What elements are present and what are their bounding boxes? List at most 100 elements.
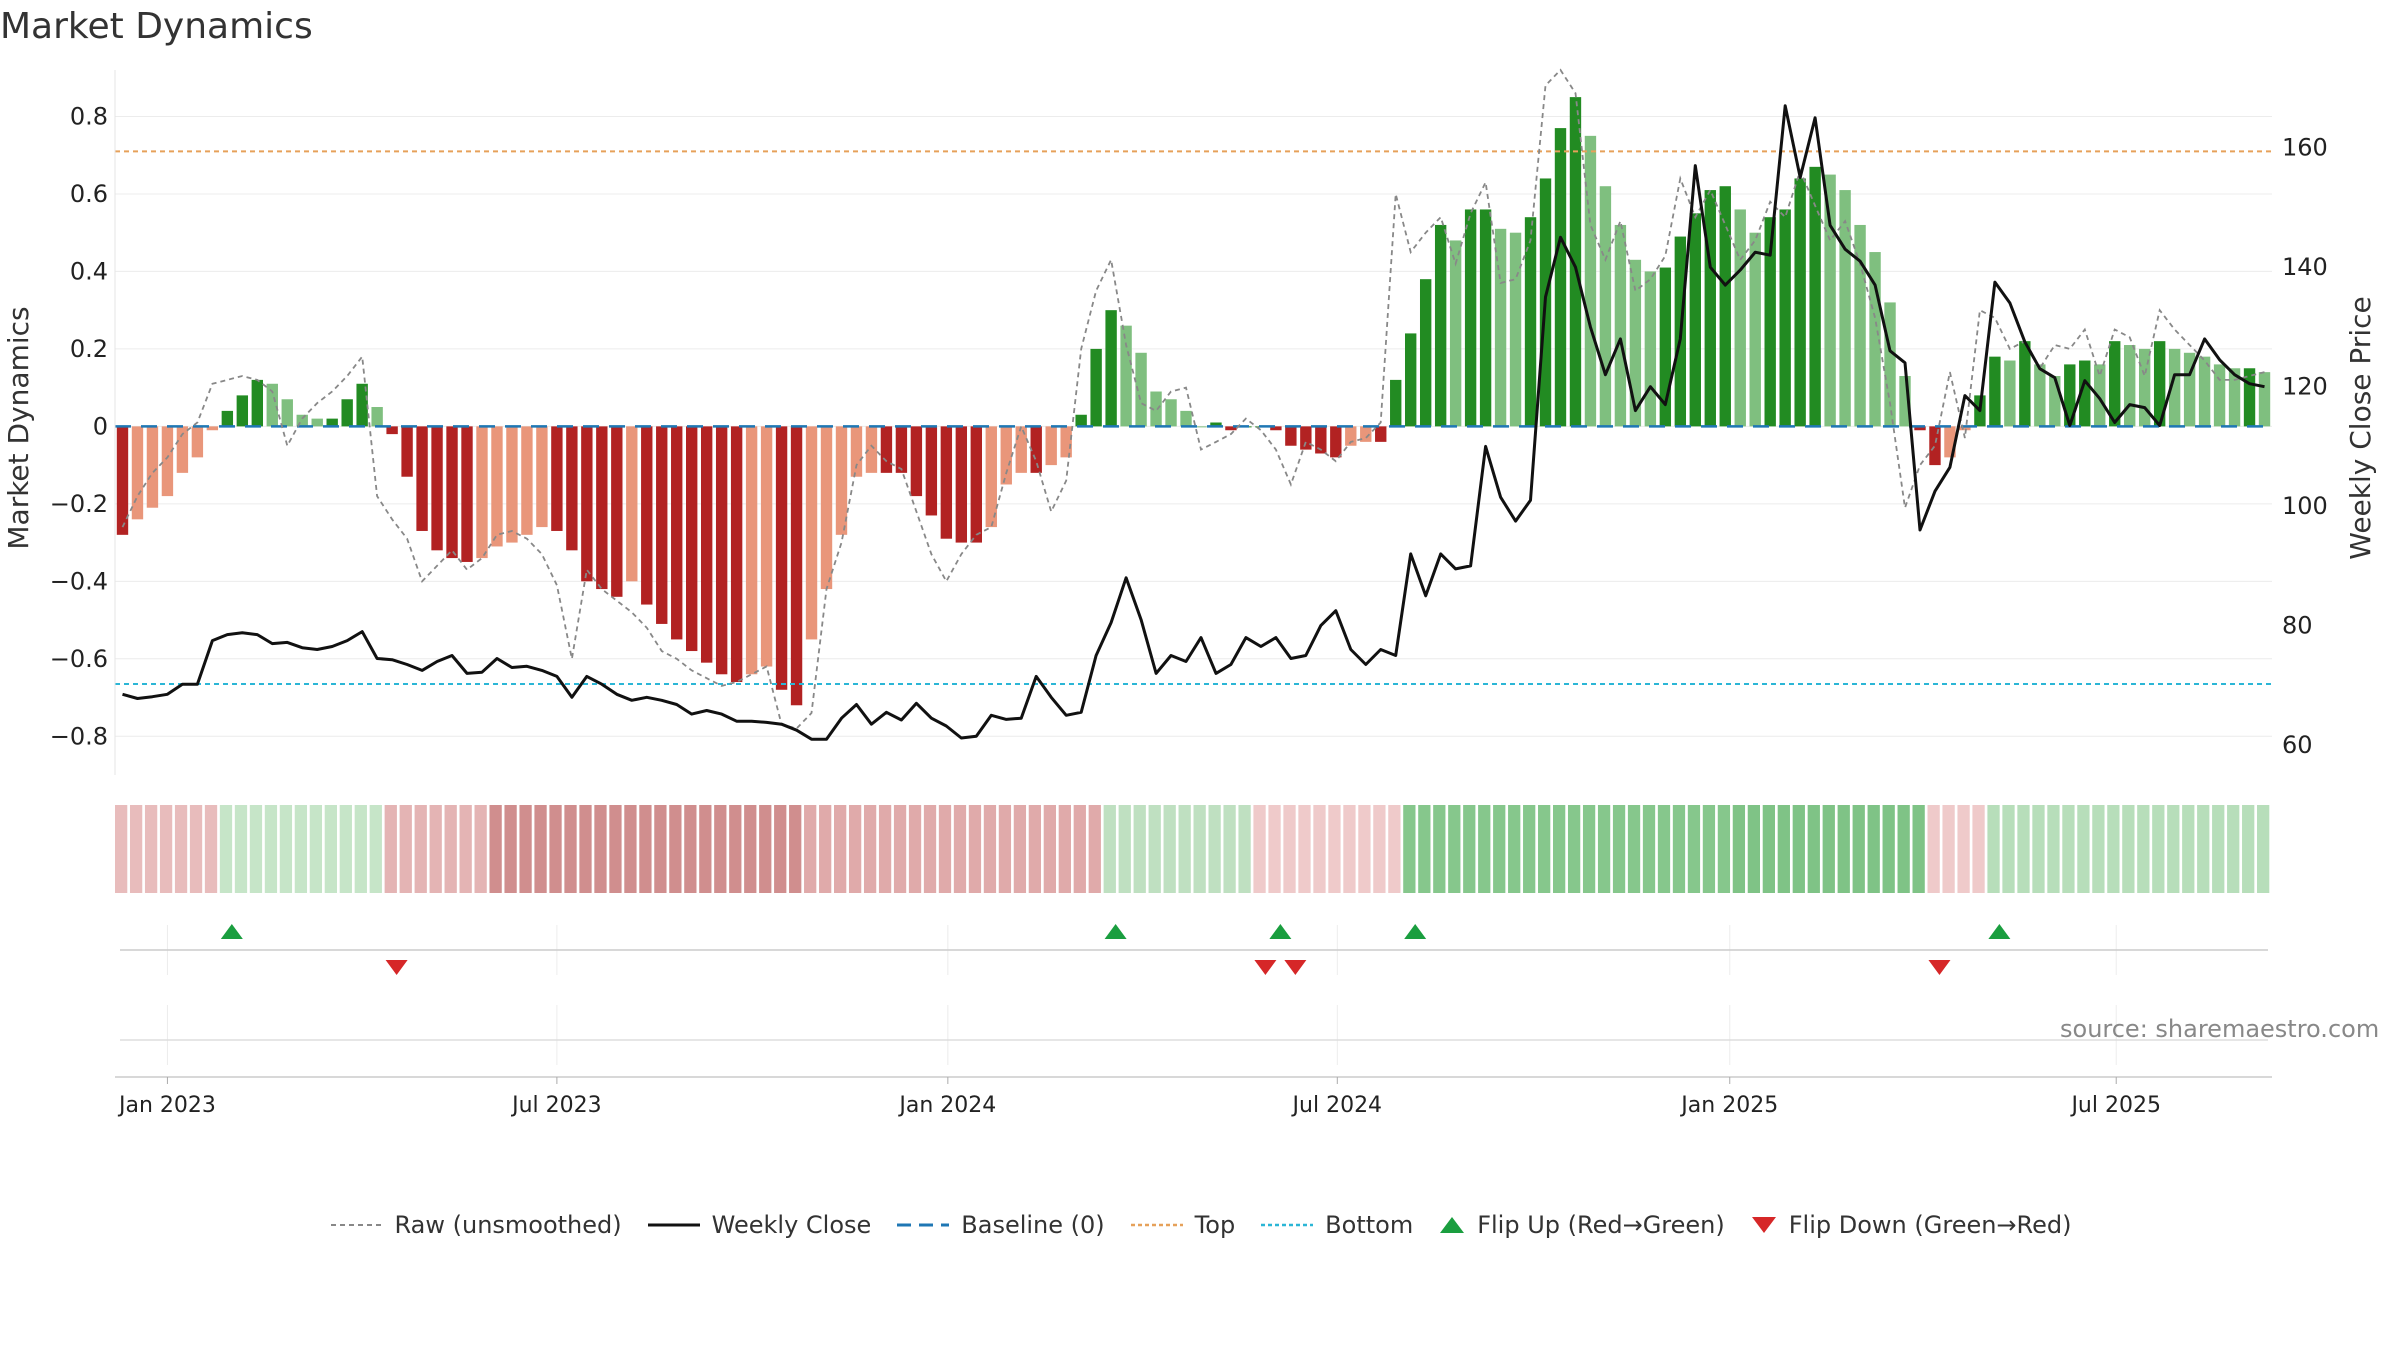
market-dynamics-bar <box>671 426 683 640</box>
market-dynamics-bar <box>191 426 204 458</box>
legend-label-bottom: Bottom <box>1325 1211 1414 1239</box>
regime-strip-cell <box>2122 805 2135 893</box>
regime-strip-cell <box>2107 805 2120 893</box>
regime-strip-cell <box>189 805 203 893</box>
axes-layer: 0.8 0.6 0.4 0.2 0 −0.2 −0.4 −0.6 −0.8 160 140 120 10… <box>2 70 2377 1118</box>
x-tick-label: Jul 2025 <box>2069 1093 2161 1118</box>
regime-strip-cell <box>339 805 352 893</box>
regime-strip-cell <box>1672 805 1686 893</box>
regime-strip-cell <box>699 805 712 893</box>
regime-strip-cell <box>893 805 907 893</box>
market-dynamics-bar <box>1285 426 1297 446</box>
market-dynamics-bar <box>730 426 743 683</box>
regime-strip-cell <box>848 805 862 893</box>
regime-strip-cell <box>1223 805 1236 893</box>
legend-label-raw: Raw (unsmoothed) <box>394 1211 622 1239</box>
regime-strip-cell <box>953 805 967 893</box>
regime-strip-cell <box>1088 805 1101 893</box>
market-dynamics-bar <box>1479 209 1492 427</box>
regime-strip-cell <box>1403 805 1416 893</box>
market-dynamics-bar <box>2228 368 2241 427</box>
market-dynamics-bar <box>1090 348 1102 427</box>
regime-strip-cell <box>549 805 562 893</box>
regime-strip-cell <box>399 805 412 893</box>
regime-strip-cell <box>2032 805 2045 893</box>
left-tick-label: −0.6 <box>50 645 108 673</box>
right-axis-title: Weekly Close Price <box>2344 296 2377 559</box>
flip-down-marker <box>1254 960 1277 975</box>
regime-strip-cell <box>1567 805 1581 893</box>
legend-flip-up-icon <box>1440 1217 1465 1233</box>
x-tick-label: Jan 2024 <box>897 1093 996 1118</box>
legend-label-flipup: Flip Up (Red→Green) <box>1477 1211 1725 1239</box>
right-tick-label: 60 <box>2282 731 2313 759</box>
lines-layer <box>115 68 2272 741</box>
market-dynamics-bar <box>2124 345 2136 427</box>
regime-strip-cell <box>639 805 652 893</box>
market-dynamics-bar <box>700 426 713 663</box>
regime-strip-cell <box>1882 805 1895 893</box>
market-dynamics-bar <box>1390 379 1402 427</box>
regime-strip-cell <box>504 805 517 893</box>
regime-strip-cell <box>923 805 937 893</box>
market-dynamics-bar <box>2213 364 2226 427</box>
market-dynamics-bar <box>476 426 488 559</box>
legend-close-line-icon <box>647 1223 700 1227</box>
regime-strip-cell <box>684 805 697 893</box>
regime-strip-cell <box>863 805 877 893</box>
market-dynamics-bar <box>2153 341 2166 427</box>
legend-item-flipup: Flip Up (Red→Green) <box>1437 1211 1725 1239</box>
market-dynamics-bar <box>221 410 234 427</box>
regime-strip-cell <box>1792 805 1805 893</box>
regime-strip-cell <box>129 805 143 893</box>
legend-item-raw: Raw (unsmoothed) <box>329 1211 622 1239</box>
regime-strip-cell <box>1313 805 1326 893</box>
regime-strip-cell <box>804 805 817 893</box>
regime-strip-cell <box>1852 805 1865 893</box>
market-dynamics-bar <box>1225 426 1237 431</box>
regime-strip-cell <box>1942 805 1955 893</box>
regime-strip-cell <box>1043 805 1056 893</box>
regime-strip-cell <box>249 805 263 893</box>
left-tick-label: 0.4 <box>70 257 108 285</box>
market-dynamics-bar <box>715 426 728 675</box>
market-dynamics-bar <box>1599 186 1612 427</box>
market-dynamics-bar <box>506 426 518 543</box>
regime-strip-cell <box>624 805 637 893</box>
regime-strip-cell <box>1597 805 1611 893</box>
regime-strip-cell <box>429 805 442 893</box>
legend-label-baseline: Baseline (0) <box>961 1211 1105 1239</box>
left-tick-label: 0 <box>93 412 108 440</box>
market-dynamics-bar <box>850 426 863 477</box>
legend-item-flipdown: Flip Down (Green→Red) <box>1749 1211 2072 1239</box>
market-dynamics-bar <box>251 379 263 427</box>
market-dynamics-bar <box>820 426 833 590</box>
market-dynamics-bar <box>1165 399 1177 427</box>
market-dynamics-bar <box>2094 364 2106 427</box>
market-dynamics-bar <box>1704 190 1716 427</box>
regime-strip-cell <box>234 805 248 893</box>
left-tick-label: −0.8 <box>50 722 108 750</box>
market-dynamics-bar <box>581 426 593 582</box>
regime-strip-cell <box>1538 805 1551 893</box>
left-tick-label: 0.6 <box>70 180 108 208</box>
regime-strip-cell <box>1867 805 1880 893</box>
legend-baseline-line-icon <box>897 1223 950 1227</box>
market-dynamics-bar <box>656 426 668 624</box>
market-dynamics-bar <box>1015 426 1027 473</box>
regime-strip-cell <box>1373 805 1386 893</box>
market-dynamics-bar <box>2004 360 2016 427</box>
legend-label-flipdown: Flip Down (Green→Red) <box>1788 1211 2072 1239</box>
market-dynamics-bar <box>1794 178 1806 427</box>
market-dynamics-bar <box>626 426 638 582</box>
regime-strip-cell <box>204 805 218 893</box>
market-dynamics-bar <box>1060 426 1072 458</box>
regime-strip-cell <box>2152 805 2165 893</box>
regime-strip-cell <box>669 805 682 893</box>
market-dynamics-bar <box>536 426 548 528</box>
regime-strip-cell <box>759 805 772 893</box>
market-dynamics-bar <box>1569 97 1582 427</box>
market-dynamics-bar <box>1030 426 1042 473</box>
regime-strip-cell <box>1358 805 1371 893</box>
market-dynamics-bar <box>356 383 368 427</box>
